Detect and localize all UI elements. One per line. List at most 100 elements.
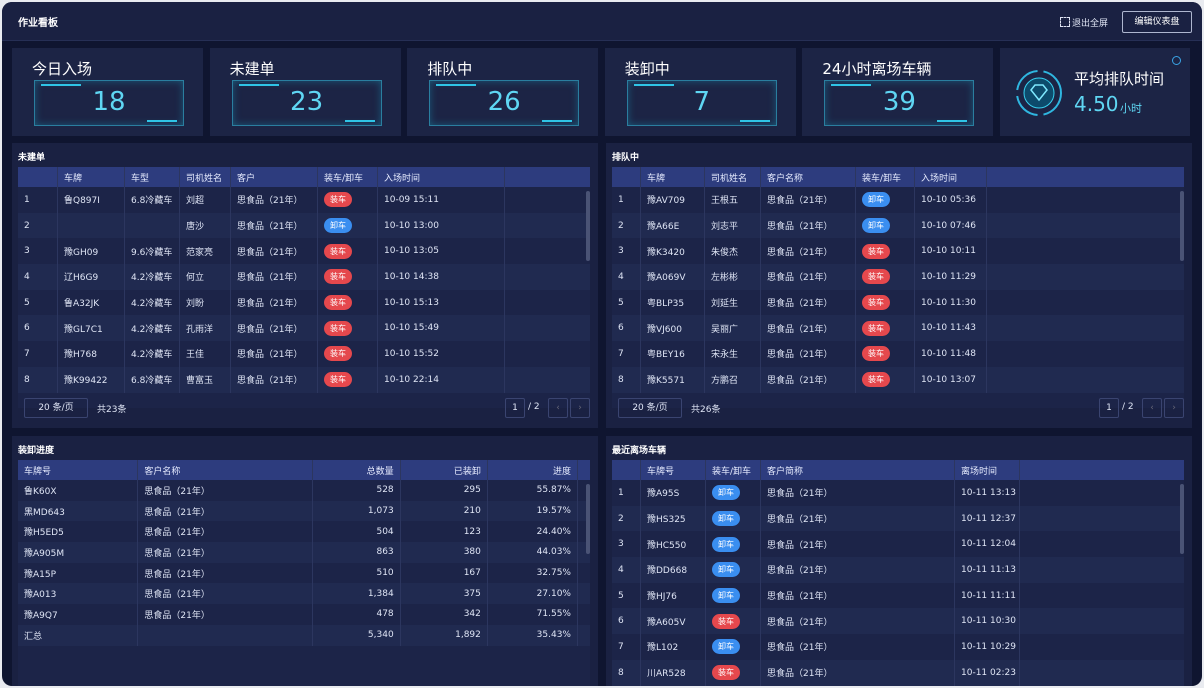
type-tag: 装车 [324, 346, 352, 362]
next-page[interactable]: › [1164, 398, 1184, 418]
table-cell: 10-11 10:30 [955, 608, 1020, 635]
table-cell: 刘超 [180, 187, 231, 213]
kpi-card: 今日入场 18 [12, 48, 203, 136]
table-cell: 380 [401, 542, 488, 563]
header-cell[interactable]: 已装卸 [401, 460, 488, 480]
table-cell: 2 [18, 212, 58, 239]
table-row: 6 豫GL7C1 4.2冷藏车 孔雨洋 思食品（21年） 装车 10-10 15:49 [18, 315, 590, 342]
page-input[interactable]: 1 [505, 398, 525, 418]
table-cell: 豫A905M [18, 542, 139, 563]
edit-button[interactable]: 编辑仪表盘 [1122, 11, 1192, 33]
header-cell[interactable]: 总数量 [313, 460, 401, 480]
table-cell: 1,073 [313, 500, 401, 522]
header-cell[interactable]: 入场时间 [378, 167, 505, 187]
table-cell: 豫L102 [641, 634, 706, 660]
header-cell[interactable]: 车型 [125, 167, 180, 187]
table-header: 车牌号 客户名称 总数量 已装卸 进度 [18, 460, 590, 480]
table-cell: 4.2冷藏车 [125, 264, 180, 290]
table-cell: 思食品（21年） [761, 187, 856, 213]
header-cell[interactable]: 客户 [231, 167, 318, 187]
dashboard-title: 作业看板 [18, 18, 58, 29]
table-cell: 王根五 [705, 187, 761, 213]
table-cell [987, 187, 1184, 213]
table-cell: 10-11 10:29 [955, 634, 1020, 660]
table-cell: 装车 [318, 238, 378, 265]
header-cell[interactable]: 司机姓名 [180, 167, 231, 187]
scrollbar[interactable] [1180, 191, 1184, 261]
table-cell [987, 213, 1184, 239]
type-tag: 装车 [324, 320, 352, 336]
kpi-card: 排队中 26 [407, 48, 599, 136]
header-cell[interactable]: 客户名称 [138, 460, 314, 480]
table-cell: 10-10 11:30 [915, 289, 987, 316]
header-cell[interactable]: 客户名称 [761, 167, 856, 187]
table-cell [987, 264, 1184, 290]
panel-title: 最近离场车辆 [612, 446, 667, 456]
table-row: 8 川AR528 装车 思食品（21年） 10-11 02:23 [612, 659, 1184, 686]
page-size-select[interactable]: 20 条/页 [618, 398, 682, 418]
table-cell: 装车 [856, 238, 915, 265]
kpi-frame: 7 [626, 80, 777, 126]
type-tag: 卸车 [324, 218, 352, 234]
table-cell: 卸车 [856, 212, 915, 239]
table-cell: 510 [313, 562, 401, 584]
table-cell: 10-10 13:07 [915, 366, 987, 393]
prev-page[interactable]: ‹ [1142, 398, 1162, 418]
table-cell: 装车 [318, 187, 378, 213]
table-cell: 卸车 [318, 212, 378, 239]
page-size-select[interactable]: 20 条/页 [24, 398, 88, 418]
table-cell: 10-10 11:48 [915, 341, 987, 367]
table-cell: 思食品（21年） [761, 582, 955, 609]
next-page[interactable]: › [570, 398, 590, 418]
table-cell: 豫HS325 [641, 505, 706, 532]
table-cell: 4.2冷藏车 [125, 289, 180, 316]
header-cell[interactable]: 车牌号 [641, 460, 706, 480]
table-row: 3 豫K3420 朱俊杰 思食品（21年） 装车 10-10 10:11 [612, 238, 1184, 265]
prev-page[interactable]: ‹ [548, 398, 568, 418]
type-tag: 装车 [862, 243, 890, 259]
header-cell[interactable]: 进度 [488, 460, 578, 480]
header-cell[interactable]: 离场时间 [955, 460, 1020, 480]
table-cell: 思食品（21年） [761, 531, 955, 558]
table-cell: 装车 [706, 608, 761, 635]
page-input[interactable]: 1 [1099, 398, 1119, 418]
scrollbar[interactable] [586, 191, 590, 261]
table-cell: 思食品（21年） [138, 542, 314, 563]
header-cell[interactable]: 司机姓名 [705, 167, 761, 187]
table-cell: 何立 [180, 264, 231, 290]
table-cell: 思食品（21年） [231, 366, 318, 393]
table-cell: 豫GL7C1 [58, 315, 125, 342]
table-cell: 思食品（21年） [761, 505, 955, 532]
header-cell[interactable]: 客户简称 [761, 460, 955, 480]
total-count: 共26条 [691, 405, 721, 415]
scrollbar[interactable] [1180, 484, 1184, 554]
table-cell: 19.57% [488, 500, 578, 522]
table-cell [1020, 531, 1184, 557]
header-cell[interactable]: 车牌 [641, 167, 705, 187]
table-cell: 鲁Q897I [58, 187, 125, 213]
type-tag: 装车 [862, 346, 890, 362]
info-icon[interactable] [1172, 56, 1181, 65]
table-cell: 8 [612, 366, 641, 393]
table-row: 8 豫K5571 方鹏召 思食品（21年） 装车 10-10 13:07 [612, 366, 1184, 393]
table-cell: 5 [612, 289, 641, 316]
table-row: 3 豫GH09 9.6冷藏车 范家亮 思食品（21年） 装车 10-10 13:05 [18, 238, 590, 265]
header-cell[interactable]: 装车/卸车 [318, 167, 378, 187]
exit-fullscreen[interactable]: 退出全屏 [1072, 19, 1109, 29]
table-row: 豫A9Q7 思食品（21年） 478 342 71.55% [18, 604, 590, 625]
table-cell: 504 [313, 521, 401, 543]
header-cell [578, 460, 590, 480]
header-cell[interactable]: 装车/卸车 [856, 167, 915, 187]
type-tag: 卸车 [712, 485, 740, 501]
kpi-label: 24小时离场车辆 [822, 60, 932, 78]
scrollbar[interactable] [586, 484, 590, 554]
table-cell: 6.8冷藏车 [125, 366, 180, 393]
table-row: 6 豫A605V 装车 思食品（21年） 10-11 10:30 [612, 608, 1184, 635]
table-cell: 思食品（21年） [138, 562, 314, 584]
header-cell[interactable]: 入场时间 [915, 167, 987, 187]
table-cell: 863 [313, 542, 401, 563]
header-cell[interactable]: 车牌号 [18, 460, 139, 480]
header-cell[interactable]: 装车/卸车 [706, 460, 761, 480]
table-cell: 375 [401, 583, 488, 605]
header-cell[interactable]: 车牌 [58, 167, 125, 187]
